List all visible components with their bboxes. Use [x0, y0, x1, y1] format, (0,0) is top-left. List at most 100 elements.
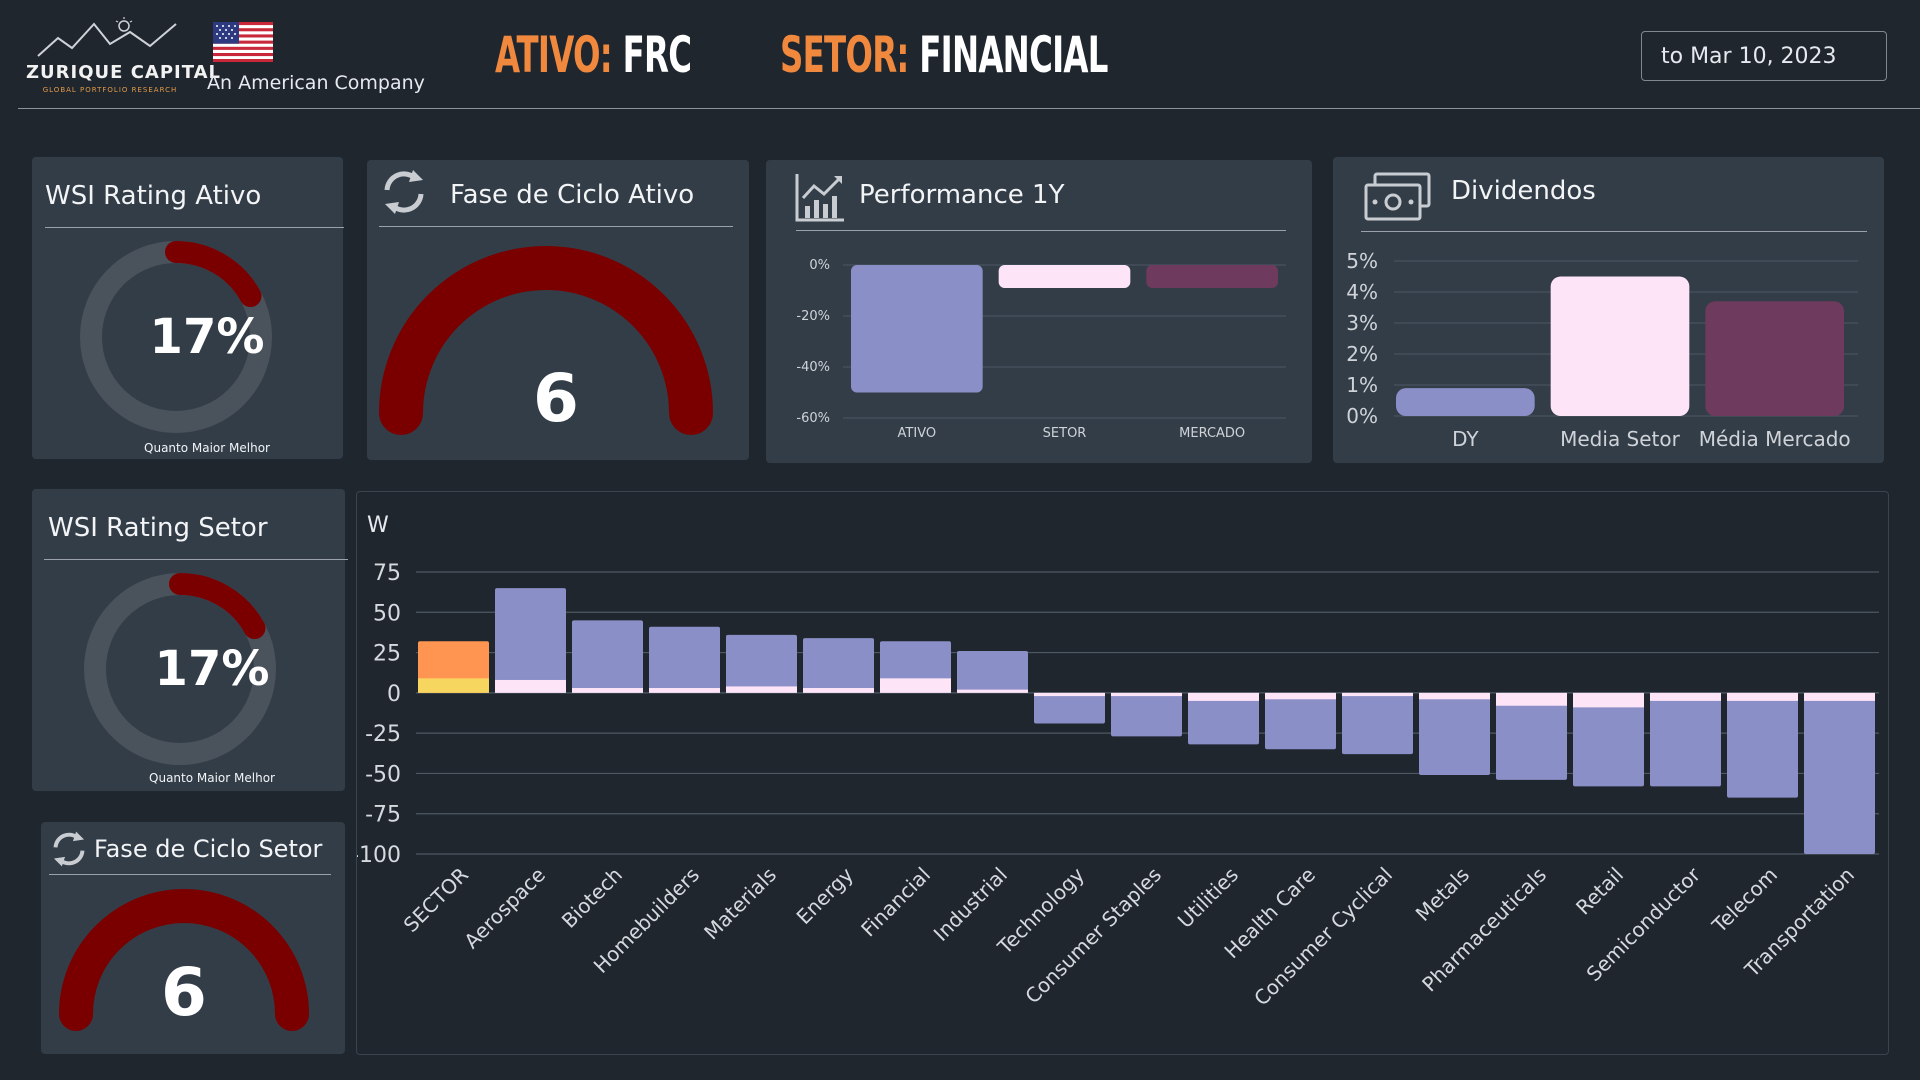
- bar-overlay: [1342, 692, 1413, 697]
- wsi-ativo-value: 17%: [149, 309, 265, 365]
- y-tick-label: -60%: [796, 411, 830, 426]
- performance-card: Performance 1Y 0% -20% -40% -60% ATIVO SETOR M…: [766, 160, 1312, 463]
- fase-ativo-title: Fase de Ciclo Ativo: [450, 180, 695, 210]
- x-tick-label: SECTOR: [399, 862, 473, 936]
- bar-overlay: [1111, 692, 1182, 697]
- fase-ativo-card: Fase de Ciclo Ativo 6: [367, 160, 749, 460]
- wsi-setor-footnote: Quanto Maior Melhor: [149, 771, 275, 785]
- ring-value-arc: [165, 241, 262, 308]
- y-tick-label: 75: [373, 561, 401, 586]
- x-tick-label: Telecom: [1707, 863, 1782, 938]
- header-divider: [18, 108, 1920, 109]
- x-tick-label: Consumer Staples: [1020, 863, 1166, 1009]
- bar: [851, 265, 983, 393]
- date-range-filter[interactable]: to Mar 10, 2023: [1641, 31, 1887, 81]
- y-tick-label: 0%: [809, 258, 830, 273]
- bar: [1550, 276, 1690, 416]
- bar: [1188, 692, 1259, 745]
- bar: [572, 620, 643, 693]
- y-tick-label: 50: [373, 601, 401, 626]
- bar-overlay: [1727, 692, 1798, 701]
- gauge-arc: [59, 889, 309, 1031]
- wsi-setor-card: WSI Rating Setor 17% Quanto Maior Melhor: [32, 489, 348, 791]
- x-tick-label: Utilities: [1173, 863, 1243, 933]
- bar-overlay: [1804, 692, 1875, 701]
- sector-chart-panel: W 75 50 25 0 -25 -50 -75 -100SECTORAerospaceBiot…: [356, 491, 1889, 1055]
- ativo-heading: ATIVO: FRC: [495, 26, 692, 84]
- fase-setor-gauge: [59, 889, 309, 1031]
- bar: [1705, 301, 1844, 416]
- y-tick-label: 0: [387, 682, 401, 707]
- y-tick-label: -75: [365, 803, 401, 828]
- bar-overlay: [495, 679, 566, 693]
- fase-ativo-value: 6: [533, 360, 579, 437]
- bar-overlay: [726, 686, 797, 693]
- cycle-icon: [384, 170, 424, 214]
- fase-setor-title: Fase de Ciclo Setor: [94, 835, 323, 863]
- bar-overlay: [1265, 692, 1336, 700]
- bar-overlay: [957, 689, 1028, 693]
- ativo-value: FRC: [622, 26, 692, 84]
- fase-ativo-rule: [379, 226, 733, 227]
- y-tick-label: 4%: [1346, 280, 1378, 304]
- logo-subtitle: GLOBAL PORTFOLIO RESEARCH: [42, 86, 178, 94]
- y-tick-label: -40%: [796, 360, 830, 375]
- wsi-setor-ring: [84, 573, 276, 765]
- dividendos-rule: [1361, 231, 1867, 232]
- wsi-ativo-ring: [80, 241, 272, 433]
- bar: [726, 634, 797, 693]
- x-tick-label: Materials: [699, 863, 781, 945]
- y-tick-label: -20%: [796, 309, 830, 324]
- sector-chart: W 75 50 25 0 -25 -50 -75 -100SECTORAerospaceBiot…: [357, 513, 1879, 1010]
- setor-label: SETOR:: [780, 26, 909, 84]
- bar-overlay: [803, 688, 874, 693]
- setor-value: FINANCIAL: [919, 26, 1108, 84]
- y-tick-label: 1%: [1346, 373, 1378, 397]
- x-tick-label: MERCADO: [1179, 426, 1245, 441]
- y-tick-label: -50: [365, 762, 401, 787]
- fase-setor-card: Fase de Ciclo Setor 6: [41, 822, 345, 1054]
- x-tick-label: Metals: [1411, 863, 1474, 926]
- fase-setor-value: 6: [161, 954, 207, 1031]
- bar: [1419, 692, 1490, 776]
- x-tick-label: Retail: [1571, 863, 1628, 920]
- ativo-label: ATIVO:: [495, 26, 613, 84]
- cycle-icon: [53, 831, 85, 867]
- performance-title: Performance 1Y: [859, 180, 1065, 210]
- bar: [649, 626, 720, 693]
- dividendos-chart: 5% 4% 3% 2% 1% 0% DY Media Setor Média Mercado: [1346, 249, 1858, 451]
- line-chart-icon: [795, 174, 844, 222]
- bar: [957, 650, 1028, 693]
- bar: [495, 588, 566, 693]
- bar: [1111, 692, 1182, 737]
- bar: [1265, 692, 1336, 750]
- setor-heading: SETOR: FINANCIAL: [780, 26, 1108, 84]
- bar-overlay: [572, 688, 643, 693]
- x-tick-label: SETOR: [1043, 426, 1087, 441]
- bar-overlay: [1034, 692, 1105, 697]
- gauge-arc: [379, 246, 713, 435]
- bar-overlay: [418, 678, 489, 693]
- money-icon: [1364, 172, 1431, 221]
- wsi-setor-title: WSI Rating Setor: [48, 513, 268, 543]
- fase-setor-rule: [49, 874, 331, 875]
- y-tick-label: -100: [357, 843, 401, 868]
- bar-overlay: [1650, 692, 1721, 701]
- bar-overlay: [1496, 692, 1567, 706]
- wsi-ativo-card: WSI Rating Ativo 17% Quanto Maior Melhor: [32, 157, 344, 459]
- x-tick-label: DY: [1452, 427, 1479, 451]
- bar: [1146, 265, 1278, 288]
- bar-overlay: [1573, 692, 1644, 708]
- wsi-ativo-rule: [45, 227, 344, 228]
- performance-chart: 0% -20% -40% -60% ATIVO SETOR MERCADO: [796, 258, 1286, 441]
- fase-ativo-gauge: [379, 246, 713, 435]
- y-tick-label: -25: [365, 722, 401, 747]
- bar: [1396, 388, 1535, 416]
- x-tick-label: ATIVO: [898, 426, 937, 441]
- ring-value-arc: [169, 573, 266, 640]
- bar-overlay: [880, 678, 951, 693]
- wsi-ativo-footnote: Quanto Maior Melhor: [144, 441, 270, 455]
- y-tick-label: 0%: [1346, 404, 1378, 428]
- x-tick-label: Aerospace: [459, 863, 550, 954]
- dividendos-title: Dividendos: [1451, 176, 1596, 206]
